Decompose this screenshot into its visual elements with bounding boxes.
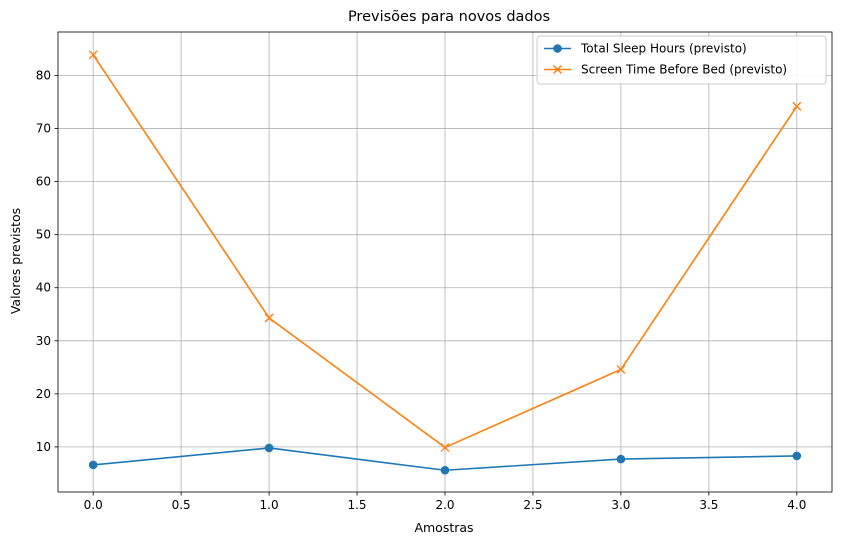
data-point-marker [792,101,802,111]
marker-stroke [792,101,802,111]
data-point-marker [616,364,626,374]
x-axis-label: Amostras [414,520,473,535]
x-tick-label: 0.0 [84,498,103,512]
marker-stroke [440,442,450,452]
legend: Total Sleep Hours (previsto) Screen Time … [536,35,827,85]
marker-stroke [553,65,562,74]
x-tick-label: 1.5 [347,498,366,512]
data-point-marker [553,44,562,53]
legend-label: Total Sleep Hours (previsto) [580,42,747,56]
y-tick-label: 50 [36,228,51,242]
data-point-marker [88,460,98,470]
y-tick-label: 40 [36,281,51,295]
x-tick-label: 1.0 [260,498,279,512]
y-tick-label: 20 [36,387,51,401]
legend-label: Screen Time Before Bed (previsto) [581,63,787,77]
data-point-marker [440,465,450,475]
marker-stroke [264,313,274,323]
y-tick-label: 80 [36,69,51,83]
data-point-marker [440,442,450,452]
data-point-marker [264,313,274,323]
y-tick-label: 70 [36,122,51,136]
y-tick-label: 30 [36,334,51,348]
x-tick-label: 3.5 [699,498,718,512]
chart-title: Previsões para novos dados [348,9,550,25]
data-point-marker [88,50,98,60]
marker-stroke [88,50,98,60]
data-point-marker [553,65,562,74]
data-point-marker [792,451,802,461]
marker-stroke [616,364,626,374]
ticks: 0.0 0.5 1.0 1.5 2.0 2.5 3.0 3.5 4.0 10 20 30 40 50 60 7… [36,69,807,512]
series-0 [88,443,802,475]
y-tick-label: 10 [36,440,51,454]
data-point-marker [264,443,274,453]
legend-item: Total Sleep Hours (previsto) [544,42,747,56]
series-1 [88,50,802,452]
series-layer [88,50,802,475]
x-tick-label: 2.0 [435,498,454,512]
y-axis-label: Valores previstos [8,208,23,314]
legend-item: Screen Time Before Bed (previsto) [544,63,787,77]
x-tick-label: 3.0 [611,498,630,512]
x-tick-label: 0.5 [172,498,191,512]
x-tick-label: 4.0 [787,498,806,512]
x-tick-label: 2.5 [523,498,542,512]
legend-box [536,35,827,85]
data-point-marker [616,454,626,464]
y-tick-label: 60 [36,175,51,189]
